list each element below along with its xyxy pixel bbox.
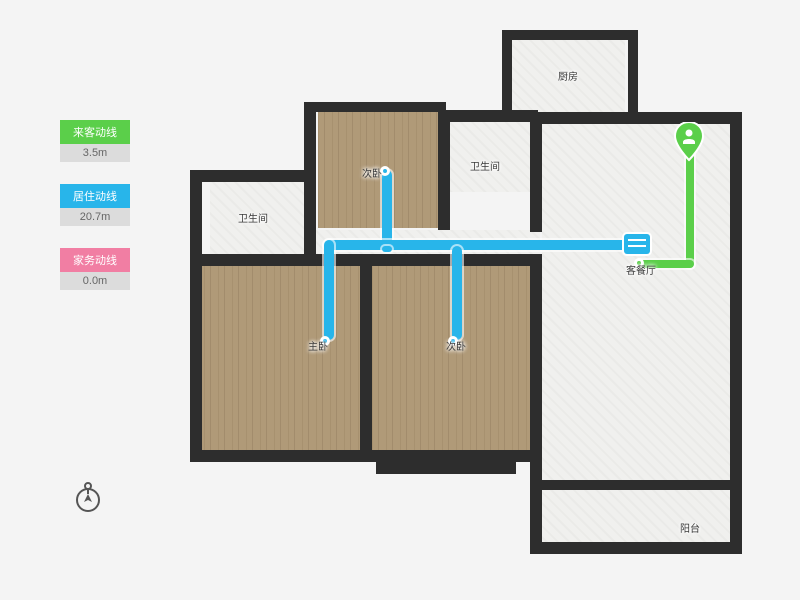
wall-9 [530,112,740,124]
path-blue-seg-4 [382,246,392,252]
room-label-bath2: 卫生间 [470,158,500,173]
wall-4 [304,102,316,262]
wall-5 [304,102,446,112]
compass-icon [70,480,106,521]
room-label-balcony: 阳台 [680,520,700,535]
wall-10 [730,112,742,482]
legend-guest-label: 来客动线 [60,120,130,144]
room-bed2b [372,264,530,454]
legend-guest-value: 3.5m [60,144,130,162]
path-blue-seg-3 [452,246,462,340]
legend-panel: 来客动线 3.5m 居住动线 20.7m 家务动线 0.0m [60,120,130,312]
path-blue-seg-2 [324,240,334,340]
wall-2 [628,30,638,120]
wall-8 [530,112,542,232]
room-living [542,122,732,482]
path-blue-seg-0 [382,170,392,248]
room-label-bed2a: 次卧 [362,165,382,180]
room-label-living: 客餐厅 [626,262,656,277]
wall-7 [438,110,538,122]
legend-chore-value: 0.0m [60,272,130,290]
wall-18 [530,480,742,490]
wall-6 [438,110,450,230]
legend-guest: 来客动线 3.5m [60,120,130,162]
wall-19 [530,542,742,554]
bed-marker-icon [624,234,650,254]
room-bed1 [190,264,360,454]
room-balcony [542,490,732,550]
legend-chore: 家务动线 0.0m [60,248,130,290]
room-bath2 [450,122,530,192]
wall-0 [502,30,512,120]
wall-21 [730,480,742,550]
legend-chore-label: 家务动线 [60,248,130,272]
path-blue-seg-1 [324,240,636,250]
person-marker-icon [674,122,704,160]
floorplan: 厨房卫生间卫生间次卧主卧次卧客餐厅阳台 [190,30,750,570]
wall-15 [530,254,542,462]
room-label-bed2b: 次卧 [446,338,466,353]
path-green-seg-0 [686,148,694,268]
wall-11 [190,170,316,182]
room-label-bath1: 卫生间 [238,210,268,225]
wall-12 [190,170,202,460]
legend-living-label: 居住动线 [60,184,130,208]
room-label-kitchen: 厨房 [558,68,578,83]
room-label-bed1: 主卧 [308,338,328,353]
wall-1 [502,30,637,40]
legend-living: 居住动线 20.7m [60,184,130,226]
wall-14 [360,254,372,462]
legend-living-value: 20.7m [60,208,130,226]
wall-22 [376,450,516,474]
wall-20 [530,480,542,550]
